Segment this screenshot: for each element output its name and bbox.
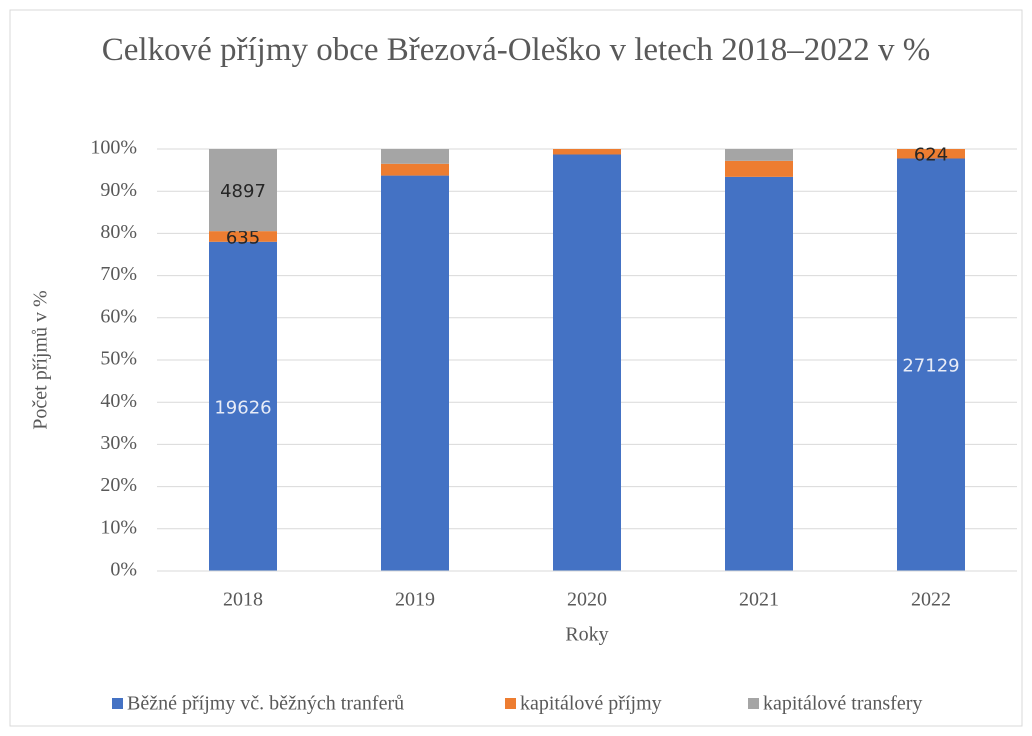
bar-segment [209,241,277,571]
x-tick-label: 2019 [395,589,435,611]
legend-swatch [112,698,123,709]
bar-segment [381,163,449,176]
bar-segment [897,158,965,571]
legend-swatch [505,698,516,709]
legend-label: kapitálové transfery [763,693,922,715]
y-tick-label: 70% [100,263,137,285]
bar-segment [553,154,621,571]
data-label: 27129 [902,356,959,377]
y-tick-label: 60% [100,305,137,327]
y-tick-label: 10% [100,516,137,538]
data-label: 624 [914,145,948,166]
y-tick-label: 0% [110,559,137,581]
x-tick-label: 2018 [223,589,263,611]
y-tick-label: 80% [100,221,137,243]
x-tick-label: 2021 [739,589,779,611]
chart-title: Celkové příjmy obce Březová-Oleško v let… [101,32,931,68]
bar-segment [381,149,449,164]
bar-segment [725,160,793,177]
legend-swatch [748,698,759,709]
x-tick-label: 2022 [911,589,951,611]
legend-label: Běžné příjmy vč. běžných tranferů [127,693,404,715]
y-tick-label: 90% [100,179,137,201]
y-axis-title: Počet příjmů v % [30,290,52,429]
data-label: 4897 [220,181,266,202]
y-tick-label: 30% [100,432,137,454]
bar-segment [897,149,965,159]
bar-segment [725,149,793,161]
y-tick-label: 50% [100,348,137,370]
bar-segment [209,231,277,242]
y-tick-label: 20% [100,474,137,496]
data-label: 635 [226,227,260,248]
bar-segment [381,175,449,571]
x-axis-title: Roky [565,624,608,646]
y-tick-label: 100% [90,137,137,159]
y-tick-label: 40% [100,390,137,412]
legend-label: kapitálové příjmy [520,693,662,715]
bar-segment [725,176,793,572]
bar-segment [209,149,277,232]
x-tick-label: 2020 [567,589,607,611]
data-label: 19626 [214,397,271,418]
chart-border [9,9,1023,727]
bar-segment [553,149,621,155]
